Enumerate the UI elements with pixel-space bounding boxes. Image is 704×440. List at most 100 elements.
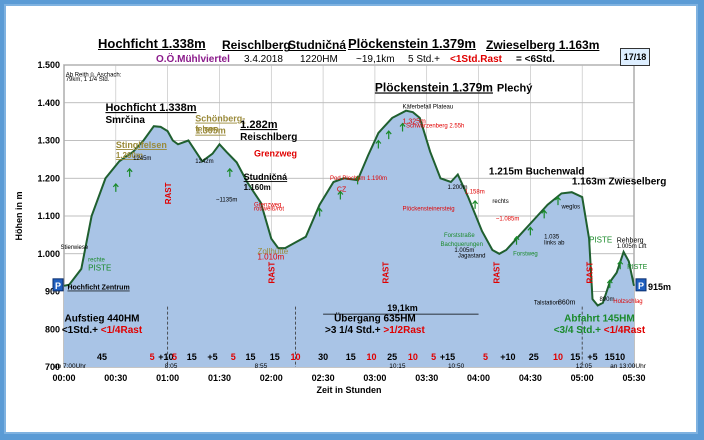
duration-label: 10 [553,352,563,362]
y-tick-label: 1.400 [37,98,60,108]
header-title-5: Zwieselberg 1.163m [486,38,600,52]
annotation-label: PISTE [589,235,612,244]
x-tick-label: 00:30 [104,373,127,383]
peak-label: 1.215m Buchenwald [489,166,585,177]
duration-label: 10 [408,352,418,362]
peak-sublabel: Reischlberg [240,132,297,143]
elevation-chart: 700 800 900 1.000 1.100 1.200 1.300 1.400 1.500 0… [14,60,671,395]
clock-label: an 13:00Uhr [610,363,647,370]
duration-label: 15 [270,352,280,362]
annotation-label: Talstation [534,301,559,307]
x-tick-label: 05:30 [622,373,645,383]
annotation-label: 1.005m [454,248,474,254]
x-axis-label: Zeit in Stunden [317,385,382,395]
end-elevation-label: 915m [648,282,671,292]
annotation-label: 1.325m [403,119,427,126]
annotation-label: rechte [88,257,105,263]
y-tick-label: 1.300 [37,136,60,146]
clock-label: 12:05 [576,363,593,370]
annotation-label: ~1135m [216,198,237,204]
uphill-arrow [354,175,361,185]
y-tick-label: 1.200 [37,173,60,183]
peak-label: 1.282m [240,119,278,131]
chart-frame: 700 800 900 1.000 1.100 1.200 1.300 1.400 1.500 0… [4,4,698,434]
segment-title: Übergang 635HM [334,312,416,325]
y-tick-label: 900 [45,287,60,297]
duration-label: 10 [290,352,300,362]
header-sub-3: 1220HM [300,54,338,65]
annotation-label: 860m [558,300,576,307]
duration-label: +5 [587,352,597,362]
rast-label: RAST [492,262,501,284]
annotation-label: PISTE [88,264,111,273]
uphill-arrow [527,226,534,236]
duration-label: +10 [500,352,515,362]
uphill-arrow [226,167,233,177]
duration-label: 15 [187,352,197,362]
parking-icon [52,278,64,292]
annotation-label: links ab [544,240,565,246]
y-tick-label: 800 [45,324,60,334]
header-sub-5: 5 Std.+ [408,54,440,65]
distance-label: 19,1km [387,303,418,313]
header-sub-7: = <6Std. [516,54,555,65]
uphill-arrow [541,209,548,219]
segment-title: Abfahrt 145HM [564,314,635,325]
peak-label: Stinglfelsen [116,140,167,150]
duration-label: 25 [387,352,397,362]
duration-label: 5 [483,352,488,362]
uphill-arrow [513,235,520,245]
annotation-label: Zollhütte [257,247,288,256]
annotation-label: Käferbefall Plateau [403,104,454,110]
uphill-arrow [555,196,561,206]
annotation-label: 1.005m Lift [617,244,647,250]
duration-label: 5 [431,352,436,362]
header-sub-1: O.Ö.Mühlviertel [156,54,230,65]
annotation-label: ~1.085m [496,217,520,223]
duration-label: 15 [246,352,256,362]
annotation-label: 1242m [195,159,213,165]
clock-label: 8:55 [255,363,268,370]
x-tick-label: 04:00 [467,373,490,383]
header-sub-4: ~19,1km [356,54,395,65]
annotation-label: Ab Reith ü. Aschach: [66,72,122,78]
annotation-label: Schwarzenberg 2.55h [406,123,464,129]
x-tick-label: 03:00 [363,373,386,383]
annotation-label: 1.010m [257,252,284,261]
annotation-label: 79km, 1 1/4 Std. [66,77,110,83]
annotation-label: 1245m [133,156,151,162]
duration-label: 45 [97,352,107,362]
segment-time: <3/4 Std.+ <1/4Rast [554,325,646,336]
peak-sublabel: Plechý [497,82,533,94]
y-tick-label: 1.500 [37,60,60,70]
peak-sublabel: 1.160m [244,183,271,192]
annotation-label: Plöckensteinersteig [403,206,455,212]
peak-sublabel: 1.260m [116,151,143,160]
duration-label: +10 [158,352,173,362]
x-tick-label: 05:00 [571,373,594,383]
y-tick-label: 700 [45,362,60,372]
header-title-3: Studničná [288,38,347,52]
uphill-arrow [617,260,624,270]
annotation-label: Stierwiese [61,245,89,251]
duration-label: 5 [172,352,177,362]
uphill-arrow [606,279,613,289]
header-title-2: Reischlberg [222,38,291,52]
duration-label: +5 [207,352,217,362]
x-tick-label: 01:30 [208,373,231,383]
clock-label: ab 7:00Uhr [54,363,87,370]
uphill-arrow [472,199,479,209]
header-title-4: Plöckenstein 1.379m [348,36,476,51]
duration-label: 5 [231,352,236,362]
annotation-label: 1.035 [544,235,560,241]
y-tick-label: 1.000 [37,249,60,259]
clock-label: 10:15 [389,363,406,370]
y-axis-label: Höhen in m [14,192,24,241]
header-title-1: Hochficht 1.338m [98,36,206,51]
x-tick-label: 04:30 [519,373,542,383]
annotation-label: rot/weiß/rot [254,206,284,212]
duration-label: 30 [318,352,328,362]
peak-label: Studničná [244,172,288,182]
x-tick-label: 03:30 [415,373,438,383]
peak-sublabel: Smrčina [105,115,145,126]
